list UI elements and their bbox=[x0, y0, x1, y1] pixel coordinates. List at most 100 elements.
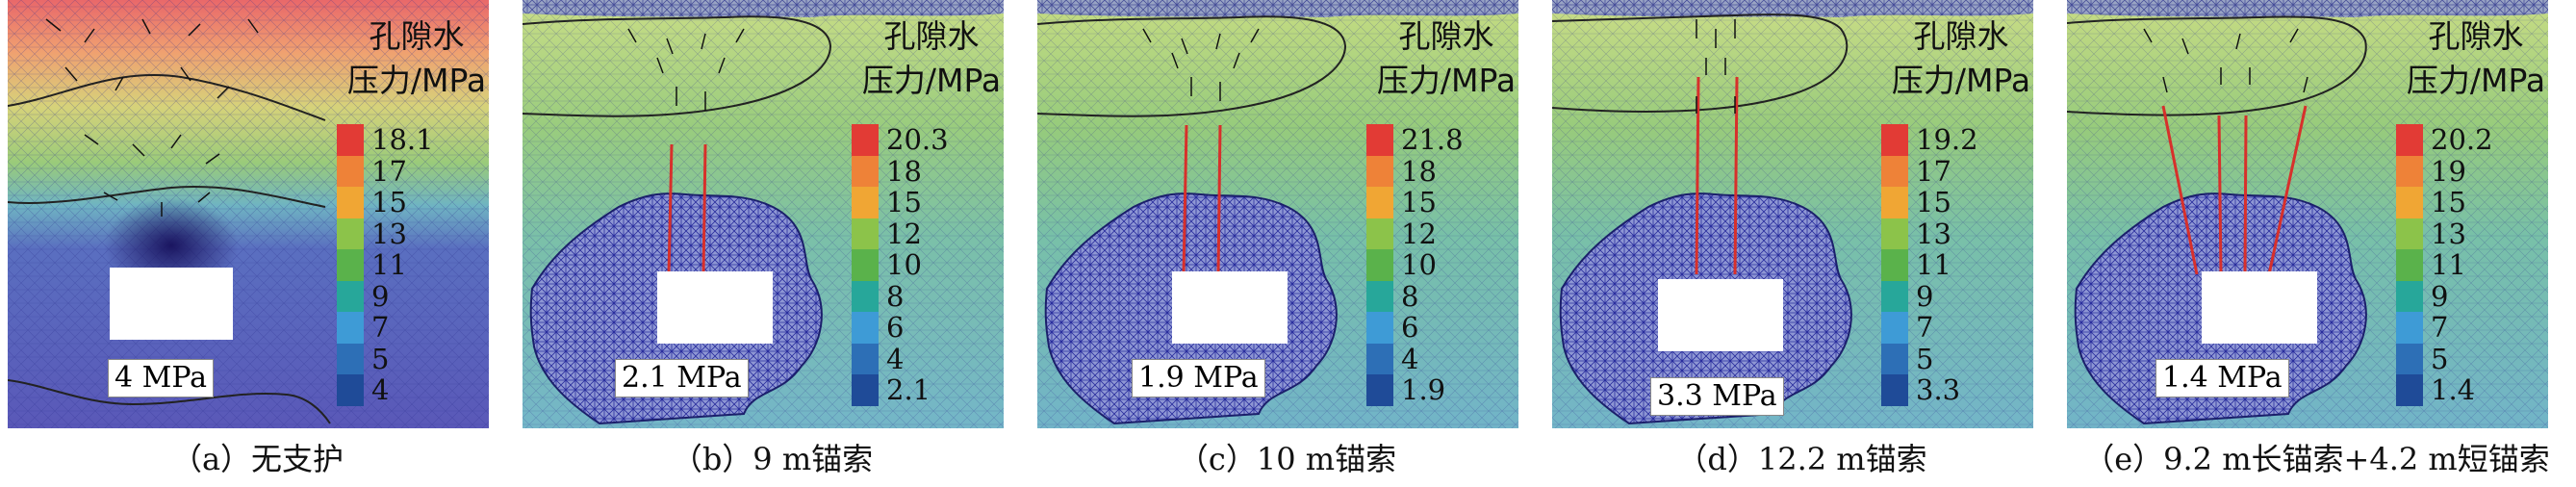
legend-title-line1: 孔隙水 bbox=[2428, 17, 2524, 55]
anchor-cables-d bbox=[1695, 76, 1739, 275]
colorbar-tick-label: 5 bbox=[1916, 342, 1934, 375]
colorbar-segment bbox=[337, 124, 364, 156]
colorbar-tick-label: 4 bbox=[371, 373, 390, 407]
anchor-cables-b bbox=[667, 143, 707, 275]
colorbar-segment bbox=[337, 187, 364, 218]
colorbar bbox=[1366, 124, 1393, 406]
colorbar-segment bbox=[852, 187, 879, 218]
panel-b: 2.1 MPa 孔隙水 压力/MPa （b）9 m锚索 20.3 18 15 12 10… bbox=[515, 0, 1030, 487]
panel-d: 3.3 MPa 孔隙水 压力/MPa （d）12.2 m锚索 19.2 17 15 1… bbox=[1544, 0, 2059, 487]
legend-title-line2: 压力/MPa bbox=[1376, 62, 1517, 99]
pressure-label-e: 1.4 MPa bbox=[2155, 359, 2289, 397]
colorbar-segment bbox=[337, 155, 364, 187]
colorbar-segment bbox=[1366, 249, 1393, 281]
arrow-field-a bbox=[45, 18, 259, 217]
colorbar-tick-label: 7 bbox=[2431, 311, 2449, 345]
colorbar-segment bbox=[852, 218, 879, 249]
colorbar-tick-label: 10 bbox=[1401, 248, 1437, 282]
colorbar-tick-label: 7 bbox=[371, 311, 390, 345]
colorbar-tick-label: 9 bbox=[371, 279, 390, 313]
colorbar-segment bbox=[1366, 280, 1393, 312]
colorbar-segment bbox=[1366, 374, 1393, 406]
colorbar-tick-label: 15 bbox=[886, 186, 922, 219]
colorbar-segment bbox=[852, 343, 879, 374]
colorbar-segment bbox=[1881, 280, 1908, 312]
colorbar-segment bbox=[852, 124, 879, 156]
colorbar-segment bbox=[1881, 374, 1908, 406]
colorbar-tick-label: 9 bbox=[2431, 279, 2449, 313]
colorbar-tick-label: 13 bbox=[371, 217, 407, 250]
colorbar-tick-label: 7 bbox=[1916, 311, 1934, 345]
anchor-cables-c bbox=[1182, 124, 1222, 275]
contour-plot-b bbox=[523, 0, 1004, 428]
colorbar-tick-label: 18.1 bbox=[371, 123, 434, 157]
contour-svg-d bbox=[1552, 0, 2033, 428]
legend-title-line2: 压力/MPa bbox=[861, 62, 1002, 99]
colorbar-tick-label: 13 bbox=[2431, 217, 2466, 250]
panel-caption-a: （a）无支护 bbox=[170, 441, 344, 477]
colorbar bbox=[852, 124, 879, 406]
pressure-label-a: 4 MPa bbox=[108, 359, 215, 397]
colorbar-tick-label: 20.2 bbox=[2431, 123, 2493, 157]
colorbar-tick-label: 4 bbox=[886, 342, 905, 375]
colorbar-segment bbox=[1881, 343, 1908, 374]
pressure-label-d: 3.3 MPa bbox=[1650, 377, 1784, 416]
colorbar-tick-label: 5 bbox=[371, 342, 390, 375]
pressure-label-b: 2.1 MPa bbox=[615, 359, 749, 397]
colorbar-segment bbox=[1366, 343, 1393, 374]
colorbar-tick-label: 11 bbox=[371, 248, 407, 282]
colorbar-tick-label: 18 bbox=[886, 154, 922, 188]
colorbar bbox=[2396, 124, 2423, 406]
contour-plot-d bbox=[1552, 0, 2033, 428]
colorbar-segment bbox=[337, 249, 364, 281]
colorbar-segment bbox=[1366, 124, 1393, 156]
panel-caption-d: （d）12.2 m锚索 bbox=[1676, 441, 1927, 477]
colorbar-segment bbox=[337, 343, 364, 374]
colorbar-tick-label: 6 bbox=[1401, 311, 1419, 345]
colorbar-tick-label: 20.3 bbox=[886, 123, 949, 157]
legend-title-line2: 压力/MPa bbox=[346, 62, 487, 99]
colorbar-tick-label: 1.9 bbox=[1401, 373, 1446, 407]
legend-title-line1: 孔隙水 bbox=[1398, 17, 1494, 55]
colorbar-tick-label: 11 bbox=[1916, 248, 1951, 282]
colorbar-segment bbox=[852, 155, 879, 187]
panel-caption-e: （e）9.2 m长锚索+4.2 m短锚索 bbox=[2083, 441, 2550, 477]
colorbar-tick-label: 19 bbox=[2431, 154, 2466, 188]
colorbar-segment bbox=[337, 312, 364, 344]
colorbar-segment bbox=[2396, 312, 2423, 344]
colorbar-segment bbox=[2396, 124, 2423, 156]
colorbar-segment bbox=[2396, 218, 2423, 249]
contour-svg-b bbox=[523, 0, 1004, 428]
colorbar-tick-label: 12 bbox=[886, 217, 922, 250]
colorbar-segment bbox=[1881, 124, 1908, 156]
panel-a: 4 MPa 孔隙水 压力/MPa （a）无支护 18.1 17 15 13 11 9 7 5 4 bbox=[0, 0, 515, 487]
colorbar-segment bbox=[1881, 312, 1908, 344]
colorbar-segment bbox=[2396, 280, 2423, 312]
colorbar-tick-label: 15 bbox=[2431, 186, 2466, 219]
colorbar-tick-label: 12 bbox=[1401, 217, 1437, 250]
legend-title-line1: 孔隙水 bbox=[369, 17, 465, 55]
colorbar-segment bbox=[1881, 155, 1908, 187]
contour-svg-e bbox=[2067, 0, 2548, 428]
colorbar-tick-label: 6 bbox=[886, 311, 905, 345]
colorbar-tick-label: 8 bbox=[886, 279, 905, 313]
colorbar-segment bbox=[1366, 187, 1393, 218]
panel-caption-b: （b）9 m锚索 bbox=[671, 441, 874, 477]
colorbar-segment bbox=[852, 249, 879, 281]
colorbar-tick-label: 9 bbox=[1916, 279, 1934, 313]
colorbar-segment bbox=[337, 374, 364, 406]
colorbar-tick-label: 21.8 bbox=[1401, 123, 1464, 157]
colorbar-segment bbox=[1366, 218, 1393, 249]
contour-plot-a bbox=[8, 0, 489, 428]
colorbar-tick-label: 10 bbox=[886, 248, 922, 282]
colorbar-tick-label: 3.3 bbox=[1916, 373, 1961, 407]
colorbar-tick-label: 8 bbox=[1401, 279, 1419, 313]
panel-c: 1.9 MPa 孔隙水 压力/MPa （c）10 m锚索 21.8 18 15 12 1… bbox=[1030, 0, 1544, 487]
colorbar-segment bbox=[852, 280, 879, 312]
legend-title-line2: 压力/MPa bbox=[1891, 62, 2031, 99]
colorbar-segment bbox=[337, 218, 364, 249]
panel-caption-c: （c）10 m锚索 bbox=[1177, 441, 1397, 477]
panel-e: 1.4 MPa 孔隙水 压力/MPa （e）9.2 m长锚索+4.2 m短锚索 … bbox=[2059, 0, 2574, 487]
pressure-label-c: 1.9 MPa bbox=[1132, 359, 1265, 397]
colorbar-tick-label: 4 bbox=[1401, 342, 1419, 375]
